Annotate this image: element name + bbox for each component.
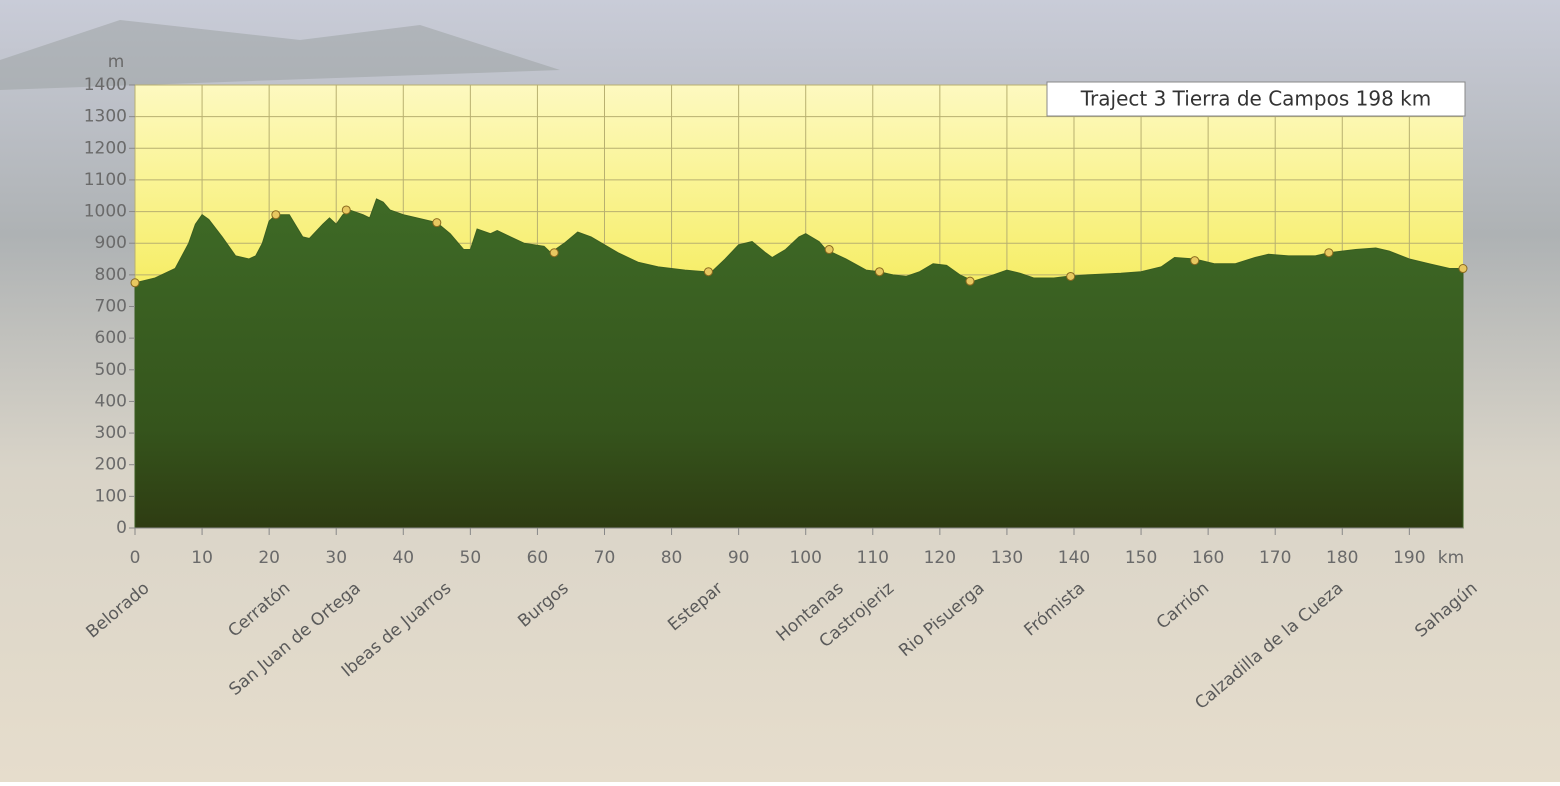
y-tick-label: 400 — [95, 391, 127, 411]
town-marker — [965, 276, 975, 286]
x-tick-label: 160 — [1192, 548, 1224, 568]
x-tick-label: 170 — [1259, 548, 1291, 568]
y-tick-label: 900 — [95, 233, 127, 253]
town-marker — [1066, 271, 1076, 281]
x-tick-label: 50 — [460, 548, 482, 568]
town-marker — [130, 278, 140, 288]
y-tick-label: 600 — [95, 328, 127, 348]
y-tick-label: 300 — [95, 423, 127, 443]
x-tick-label: 80 — [661, 548, 683, 568]
x-tick-label: 30 — [325, 548, 347, 568]
x-tick-label: 120 — [924, 548, 956, 568]
y-tick-label: 800 — [95, 265, 127, 285]
town-marker — [432, 218, 442, 228]
x-tick-label: 70 — [594, 548, 616, 568]
y-tick-label: 1000 — [84, 202, 127, 222]
town-marker — [271, 210, 281, 220]
town-marker — [1324, 248, 1334, 258]
x-tick-label: 110 — [857, 548, 889, 568]
y-tick-label: 0 — [116, 518, 127, 538]
y-tick-label: 100 — [95, 486, 127, 506]
y-axis-unit: m — [108, 52, 125, 72]
y-tick-label: 1200 — [84, 138, 127, 158]
x-tick-label: 10 — [191, 548, 213, 568]
x-tick-label: 130 — [991, 548, 1023, 568]
town-marker — [1190, 256, 1200, 266]
x-axis-unit: km — [1438, 548, 1464, 568]
town-marker — [549, 248, 559, 258]
x-tick-label: 40 — [392, 548, 414, 568]
town-marker — [703, 267, 713, 277]
x-tick-label: 90 — [728, 548, 750, 568]
chart-title: Traject 3 Tierra de Campos 198 km — [1080, 87, 1431, 111]
x-tick-label: 150 — [1125, 548, 1157, 568]
hills — [0, 20, 560, 90]
town-marker — [1458, 264, 1468, 274]
elevation-area — [134, 198, 1464, 529]
y-tick-label: 500 — [95, 360, 127, 380]
y-tick-label: 1300 — [84, 107, 127, 127]
x-tick-label: 190 — [1393, 548, 1425, 568]
y-tick-label: 1400 — [84, 75, 127, 95]
y-tick-label: 200 — [95, 455, 127, 475]
x-tick-label: 60 — [527, 548, 549, 568]
x-tick-label: 180 — [1326, 548, 1358, 568]
y-tick-label: 700 — [95, 297, 127, 317]
town-marker — [824, 245, 834, 255]
x-tick-label: 140 — [1058, 548, 1090, 568]
x-tick-label: 100 — [789, 548, 821, 568]
y-tick-label: 1100 — [84, 170, 127, 190]
town-marker — [874, 267, 884, 277]
town-marker — [341, 205, 351, 215]
marks — [130, 198, 1468, 529]
title-box — [1046, 81, 1466, 117]
x-tick-label: 0 — [130, 548, 141, 568]
x-tick-label: 20 — [258, 548, 280, 568]
